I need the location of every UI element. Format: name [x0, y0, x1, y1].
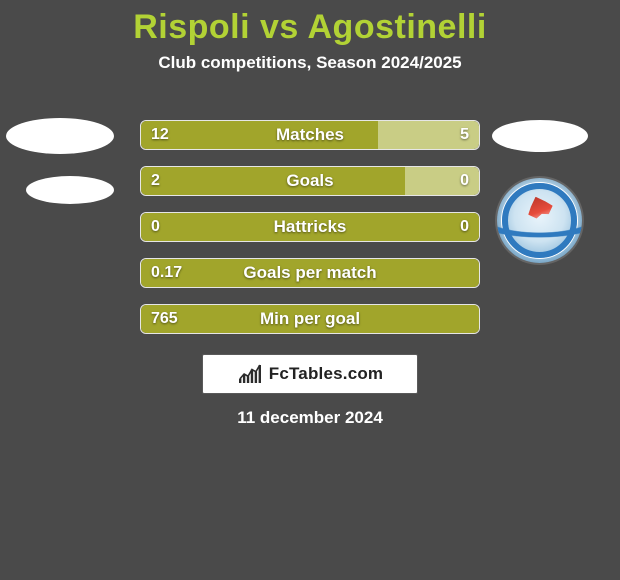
stat-label: Goals [141, 167, 479, 195]
stat-row: 765Min per goal [0, 304, 620, 336]
date-label: 11 december 2024 [0, 408, 620, 428]
brand-box[interactable]: FcTables.com [202, 354, 418, 394]
stat-bar-track: 20Goals [140, 166, 480, 196]
stat-bar-track: 00Hattricks [140, 212, 480, 242]
stat-label: Min per goal [141, 305, 479, 333]
stat-row: 125Matches [0, 120, 620, 152]
stat-label: Matches [141, 121, 479, 149]
stat-row: 00Hattricks [0, 212, 620, 244]
stat-row: 0.17Goals per match [0, 258, 620, 290]
stat-label: Goals per match [141, 259, 479, 287]
brand-text: FcTables.com [269, 364, 384, 384]
stat-row: 20Goals [0, 166, 620, 198]
stat-label: Hattricks [141, 213, 479, 241]
stats-group: 125Matches 20Goals 00Hattricks 0.17Goals pe… [0, 120, 620, 350]
bars-icon [237, 363, 263, 385]
stat-bar-track: 765Min per goal [140, 304, 480, 334]
page-subtitle: Club competitions, Season 2024/2025 [0, 53, 620, 73]
comparison-card: Rispoli vs Agostinelli Club competitions… [0, 0, 620, 580]
page-title: Rispoli vs Agostinelli [0, 0, 620, 47]
stat-bar-track: 125Matches [140, 120, 480, 150]
stat-bar-track: 0.17Goals per match [140, 258, 480, 288]
